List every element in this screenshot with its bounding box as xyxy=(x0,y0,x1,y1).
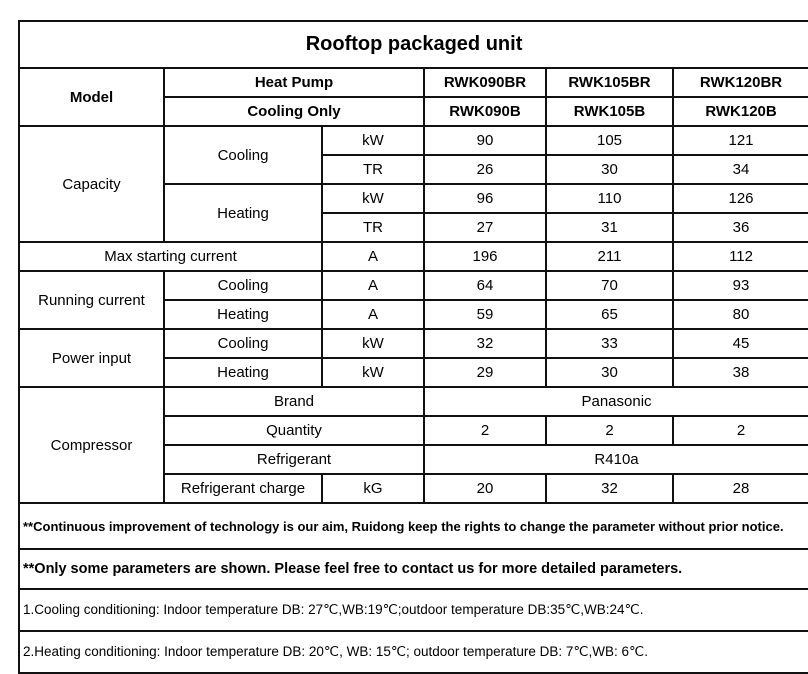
value-cell: 26 xyxy=(423,154,547,185)
spec-table: Rooftop packaged unit Model Heat Pump RW… xyxy=(17,20,808,674)
unit-cell: kW xyxy=(321,328,425,359)
value-cell: 59 xyxy=(423,299,547,330)
value-cell: 33 xyxy=(545,328,674,359)
model-label: Model xyxy=(18,67,165,127)
value-cell: 70 xyxy=(545,270,674,301)
unit-cell: A xyxy=(321,299,425,330)
brand-value: Panasonic xyxy=(422,386,808,417)
refrigerant-label: Refrigerant xyxy=(163,444,425,475)
model-cell: RWK090BR xyxy=(423,67,547,98)
value-cell: 2 xyxy=(423,415,547,446)
value-cell: 30 xyxy=(545,154,674,185)
value-cell: 93 xyxy=(671,270,808,301)
value-cell: 211 xyxy=(545,241,674,272)
value-cell: 110 xyxy=(545,183,674,214)
value-cell: 38 xyxy=(671,357,808,388)
value-cell: 112 xyxy=(671,241,808,272)
note-heating-condition: 2.Heating conditioning: Indoor temperatu… xyxy=(17,630,808,674)
value-cell: 20 xyxy=(423,473,547,504)
model-cell: RWK090B xyxy=(423,96,547,127)
capacity-label: Capacity xyxy=(18,125,165,243)
unit-cell: TR xyxy=(321,212,425,243)
unit-cell: A xyxy=(321,270,425,301)
unit-cell: kW xyxy=(321,125,425,156)
running-current-label: Running current xyxy=(18,270,165,330)
value-cell: 27 xyxy=(423,212,547,243)
value-cell: 65 xyxy=(545,299,674,330)
value-cell: 2 xyxy=(671,415,808,446)
sub-label: Cooling xyxy=(163,328,323,359)
value-cell: 105 xyxy=(545,125,674,156)
unit-cell: kW xyxy=(321,183,425,214)
brand-label: Brand xyxy=(163,386,425,417)
compressor-label: Compressor xyxy=(18,386,165,504)
value-cell: 28 xyxy=(671,473,808,504)
note-improvement: **Continuous improvement of technology i… xyxy=(17,502,808,550)
sub-label: Cooling xyxy=(163,270,323,301)
value-cell: 2 xyxy=(545,415,674,446)
max-starting-current-label: Max starting current xyxy=(18,241,323,272)
unit-cell: kW xyxy=(321,357,425,388)
heat-pump-label: Heat Pump xyxy=(163,67,425,98)
capacity-cooling-label: Cooling xyxy=(163,125,323,185)
value-cell: 64 xyxy=(423,270,547,301)
model-cell: RWK105B xyxy=(545,96,674,127)
model-cell: RWK120B xyxy=(671,96,808,127)
power-input-label: Power input xyxy=(18,328,165,388)
value-cell: 126 xyxy=(671,183,808,214)
value-cell: 29 xyxy=(423,357,547,388)
sub-label: Heating xyxy=(163,299,323,330)
cooling-only-label: Cooling Only xyxy=(163,96,425,127)
value-cell: 32 xyxy=(423,328,547,359)
capacity-heating-label: Heating xyxy=(163,183,323,243)
value-cell: 34 xyxy=(671,154,808,185)
value-cell: 121 xyxy=(671,125,808,156)
unit-cell: TR xyxy=(321,154,425,185)
table-title: Rooftop packaged unit xyxy=(17,20,808,69)
value-cell: 32 xyxy=(545,473,674,504)
model-cell: RWK105BR xyxy=(545,67,674,98)
value-cell: 36 xyxy=(671,212,808,243)
value-cell: 45 xyxy=(671,328,808,359)
refrigerant-charge-label: Refrigerant charge xyxy=(163,473,323,504)
value-cell: 196 xyxy=(423,241,547,272)
note-cooling-condition: 1.Cooling conditioning: Indoor temperatu… xyxy=(17,588,808,632)
sub-label: Heating xyxy=(163,357,323,388)
refrigerant-value: R410a xyxy=(422,444,808,475)
value-cell: 96 xyxy=(423,183,547,214)
note-parameters: **Only some parameters are shown. Please… xyxy=(17,548,808,590)
quantity-label: Quantity xyxy=(163,415,425,446)
value-cell: 90 xyxy=(423,125,547,156)
model-cell: RWK120BR xyxy=(671,67,808,98)
value-cell: 30 xyxy=(545,357,674,388)
value-cell: 80 xyxy=(671,299,808,330)
value-cell: 31 xyxy=(545,212,674,243)
unit-cell: A xyxy=(321,241,425,272)
unit-cell: kG xyxy=(321,473,425,504)
